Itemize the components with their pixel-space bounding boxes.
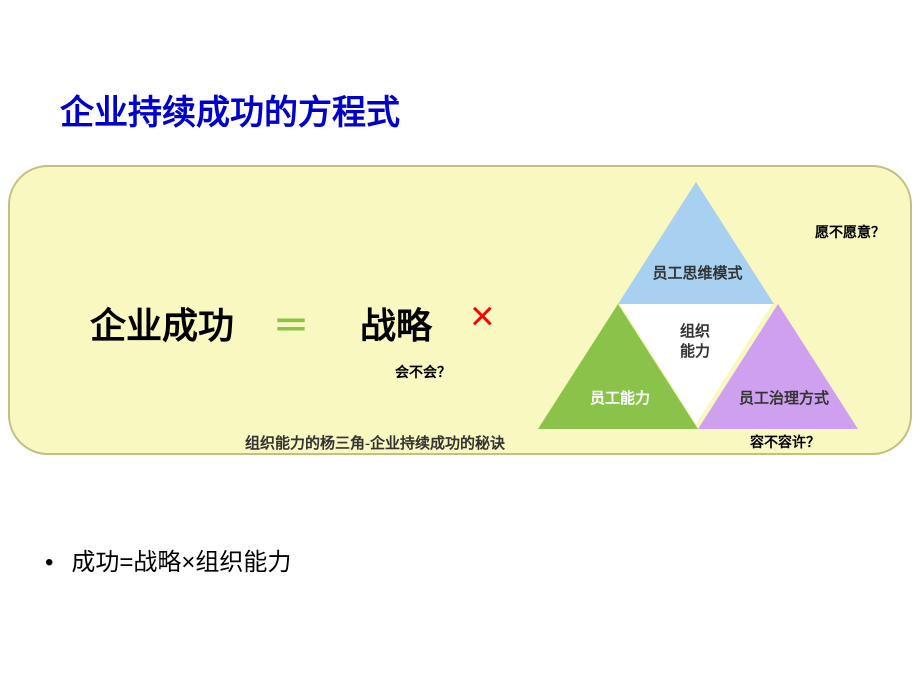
label-middle-triangle: 组织 能力 (660, 322, 730, 361)
bullet-point: • 成功=战略×组织能力 (45, 542, 291, 577)
equation-times: × (470, 292, 495, 340)
page-title: 企业持续成功的方程式 (60, 85, 400, 134)
label-mid-line2: 能力 (680, 343, 710, 360)
label-mid-line1: 组织 (680, 323, 710, 340)
diagram-caption: 组织能力的杨三角-企业持续成功的秘诀 (245, 432, 505, 453)
triangle-top (618, 182, 774, 304)
diagram-container: 企业成功 ＝ 战略 × 员工思维模式 组织 能力 员工能力 员工治理方式 愿不愿… (8, 165, 912, 455)
label-right-triangle: 员工治理方式 (734, 387, 834, 408)
annotation-allowed: 容不容许？ (750, 432, 820, 452)
equation-equals: ＝ (273, 297, 309, 349)
equation-success: 企业成功 (90, 297, 234, 349)
label-left-triangle: 员工能力 (585, 387, 655, 408)
annotation-willing: 愿不愿意？ (815, 222, 885, 242)
bullet-text: 成功=战略×组织能力 (71, 549, 291, 576)
annotation-able: 会不会？ (395, 362, 451, 382)
bullet-marker: • (45, 549, 53, 577)
equation-strategy: 战略 (360, 297, 432, 349)
label-top-triangle: 员工思维模式 (650, 262, 745, 283)
